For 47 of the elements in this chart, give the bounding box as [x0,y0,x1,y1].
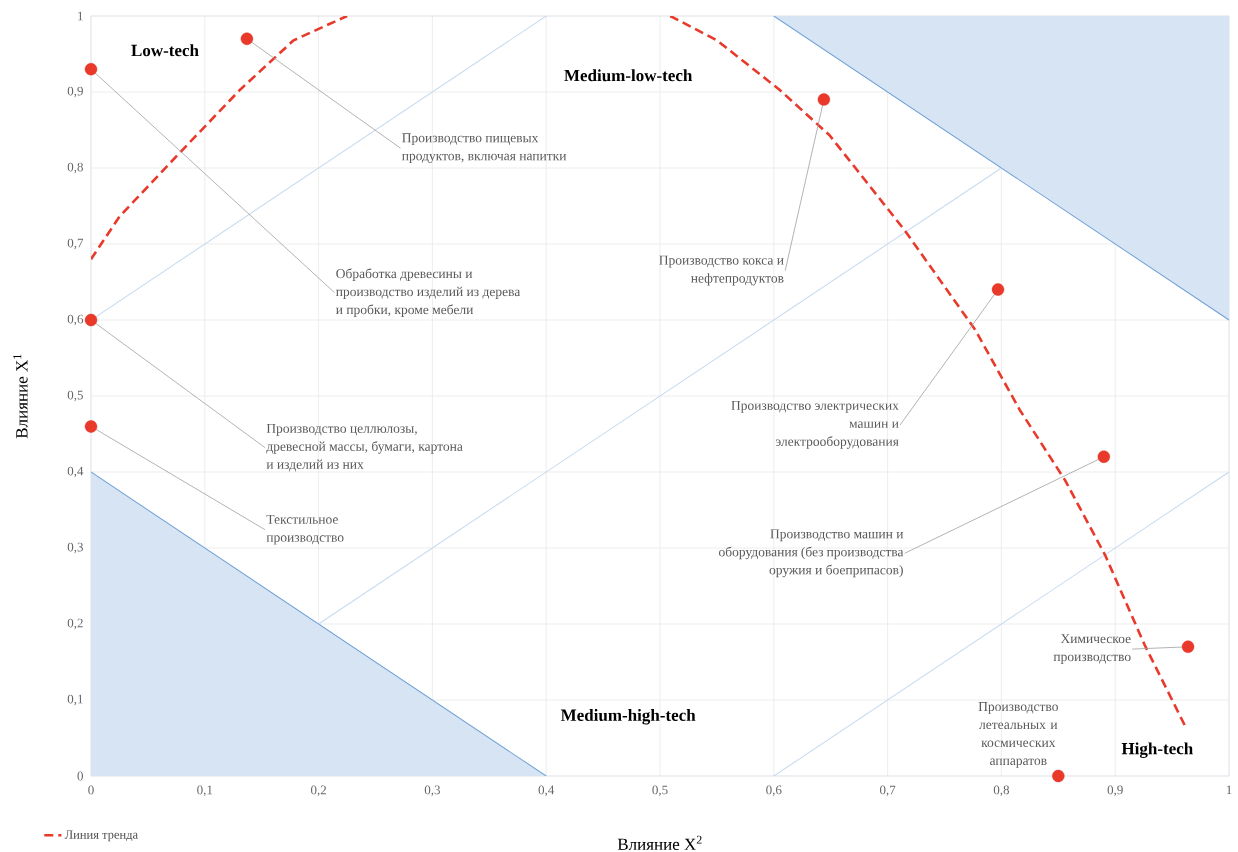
point [84,420,98,433]
x-tick-label: 1 [1226,785,1232,795]
y-tick-label: 0,2 [67,618,83,630]
x-tick-label: 0,6 [766,785,782,797]
annotation: Производство целлюлозы, древесной массы, бумаги, картона и изделий из них [266,423,463,472]
point [84,62,98,76]
annotation: Производство электрических машин и электрооборудования [731,401,899,449]
point [240,32,254,45]
point [817,93,831,106]
x-tick-label: 0,4 [538,785,555,797]
annotation: Химическое производство [1053,634,1131,664]
x-tick-label: 0,3 [424,785,441,797]
point [1181,640,1195,653]
annotation: Low-tech [131,44,199,57]
x-tick-label: 0,7 [879,785,896,797]
annotation: Производство кокса и нефтепродуктов [659,255,784,286]
x-axis-title: Влияние X$^{2}$ [617,835,702,851]
y-tick-label: 0,1 [67,694,83,706]
x-tick-label: 0 [88,785,94,795]
annotation: Производство летеальных и космических аппаратов [978,702,1058,768]
point [84,313,98,327]
y-tick-label: 0,9 [67,86,83,98]
y-tick-label: 0,8 [67,162,83,174]
y-tick-label: 1 [78,11,83,21]
annotation: Medium-high-tech [560,708,696,725]
point [1052,769,1065,783]
y-tick-label: 0,7 [67,238,84,250]
y-tick-label: 0,6 [67,314,84,326]
y-tick-label: 0 [77,771,83,781]
x-tick-label: 0,1 [197,785,213,797]
y-tick-label: 0,3 [67,542,83,554]
point [991,283,1005,296]
x-tick-label: 0,8 [993,785,1010,797]
annotation: Обработка древесины и производство изделий из дерева и пробки, кроме мебели [335,268,521,317]
x-tick-label: 0,2 [310,785,327,797]
y-tick-label: 0,5 [67,390,83,402]
legend-label: Линия тренда [64,830,138,842]
x-tick-label: 0,9 [1107,785,1123,797]
annotation: Medium-low-tech [564,69,693,82]
y-tick-label: 0,4 [67,466,84,478]
annotation: Текстильное производство [266,514,344,545]
x-tick-label: 0,5 [652,785,668,797]
annotation: Производство пищевых продуктов, включая напитки [402,133,567,164]
y-axis-title: Влияние X$^{1}$ [13,354,28,439]
annotation: Производство машин и оборудования (без производства оружия и боеприпасов) [719,529,904,578]
point [1097,450,1111,463]
annotation: High-tech [1121,742,1193,758]
